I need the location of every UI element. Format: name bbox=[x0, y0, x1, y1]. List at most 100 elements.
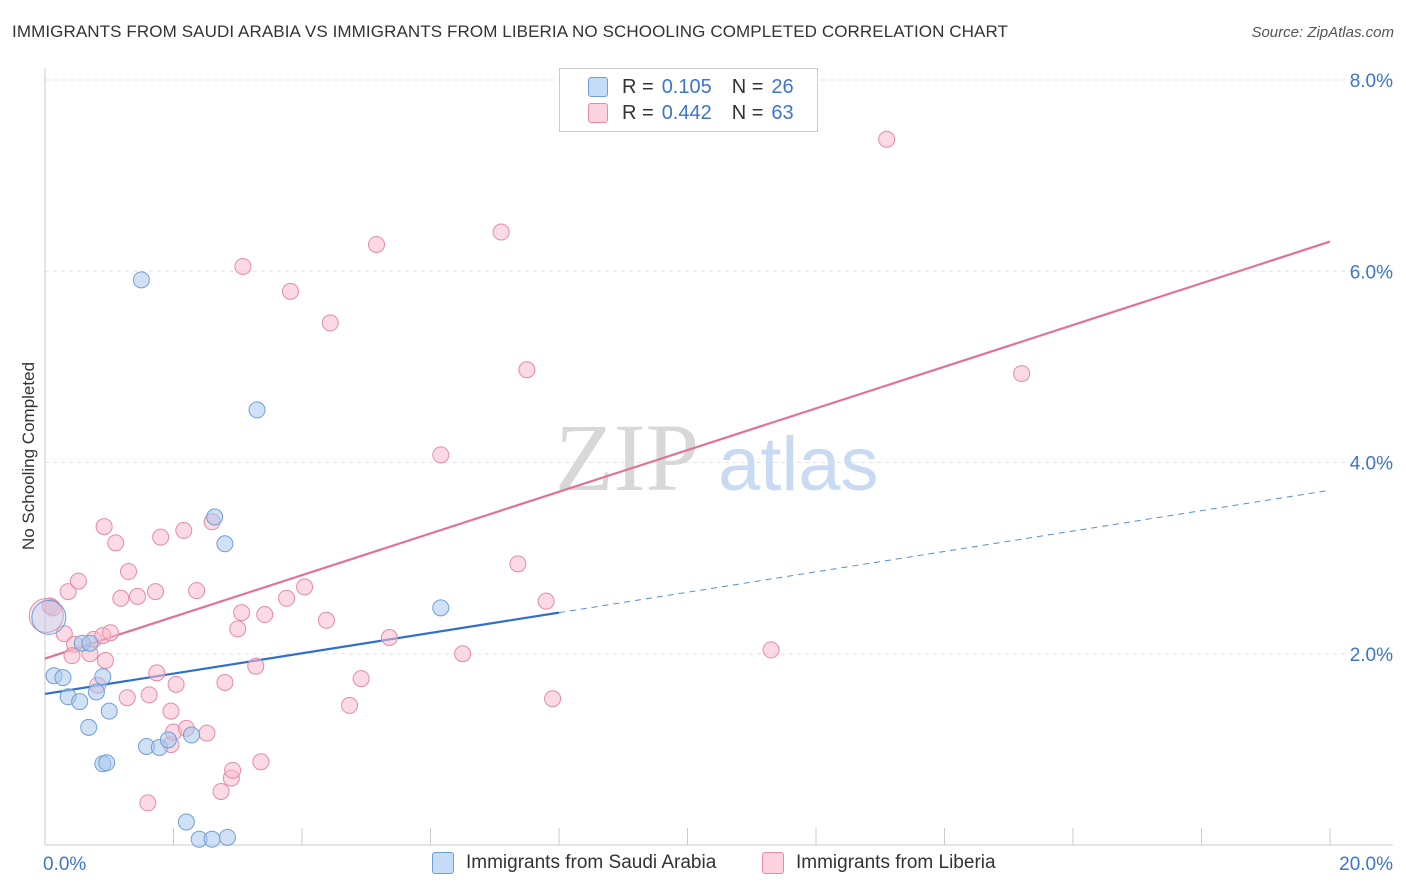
point-liberia bbox=[229, 620, 247, 638]
point-liberia bbox=[162, 702, 180, 720]
point-liberia bbox=[509, 555, 527, 573]
chart-title: IMMIGRANTS FROM SAUDI ARABIA VS IMMIGRAN… bbox=[12, 22, 1009, 41]
point-saudi bbox=[94, 668, 112, 686]
legend-r-value-saudi: 0.105 bbox=[661, 75, 712, 98]
point-liberia bbox=[175, 521, 193, 539]
point-liberia bbox=[224, 761, 242, 779]
bottom-legend-label-liberia: Immigrants from Liberia bbox=[796, 852, 996, 873]
y-tick-label: 8.0% bbox=[1350, 71, 1393, 92]
point-liberia bbox=[492, 223, 510, 241]
point-liberia bbox=[95, 518, 113, 536]
legend-r-label: R = bbox=[622, 101, 654, 124]
watermark: ZIP atlas bbox=[555, 404, 879, 511]
tick-labels: 2.0% 4.0% 6.0% 8.0% 0.0% 20.0% bbox=[43, 71, 1393, 875]
legend-n-label: N = bbox=[731, 101, 764, 124]
trend-line-1 bbox=[44, 240, 1331, 660]
point-liberia bbox=[321, 314, 339, 332]
point-liberia bbox=[296, 578, 314, 596]
point-saudi bbox=[87, 683, 105, 701]
y-tick-label: 2.0% bbox=[1350, 645, 1393, 666]
y-tick-label: 6.0% bbox=[1350, 262, 1393, 283]
point-liberia bbox=[281, 282, 299, 300]
trend-line-extension-0 bbox=[558, 489, 1331, 614]
point-saudi bbox=[80, 718, 98, 736]
point-saudi bbox=[432, 599, 450, 617]
bottom-legend-swatch-liberia bbox=[762, 852, 784, 874]
point-liberia bbox=[120, 563, 138, 581]
point-liberia bbox=[878, 130, 896, 148]
point-liberia bbox=[112, 589, 130, 607]
legend-r-label: R = bbox=[622, 75, 654, 98]
point-saudi bbox=[54, 669, 72, 687]
point-liberia bbox=[368, 235, 386, 253]
watermark-atlas: atlas bbox=[718, 422, 879, 507]
point-saudi bbox=[100, 702, 118, 720]
bottom-legend-saudi: Immigrants from Saudi Arabia bbox=[432, 852, 716, 874]
point-saudi bbox=[216, 535, 234, 553]
axes bbox=[44, 68, 1393, 846]
point-liberia bbox=[352, 670, 370, 688]
point-saudi bbox=[206, 508, 224, 526]
point-saudi bbox=[98, 754, 116, 772]
point-liberia bbox=[247, 657, 265, 675]
point-liberia bbox=[256, 606, 274, 624]
x-tick-label: 0.0% bbox=[43, 854, 86, 875]
point-liberia bbox=[69, 572, 87, 590]
point-liberia bbox=[1013, 365, 1031, 383]
point-saudi bbox=[203, 830, 221, 848]
point-liberia bbox=[518, 361, 536, 379]
point-saudi bbox=[159, 731, 177, 749]
point-saudi bbox=[218, 828, 236, 846]
point-liberia bbox=[380, 628, 398, 646]
point-liberia bbox=[107, 534, 125, 552]
point-liberia bbox=[147, 583, 165, 601]
stats-legend: R = 0.105 N = 26 R = 0.442 N = 63 bbox=[559, 68, 818, 132]
legend-r-value-liberia: 0.442 bbox=[661, 101, 712, 124]
bottom-legend-liberia: Immigrants from Liberia bbox=[762, 852, 996, 874]
point-liberia bbox=[216, 673, 234, 691]
trend-line-0 bbox=[44, 611, 560, 695]
point-liberia bbox=[102, 624, 120, 642]
chart-source: Source: ZipAtlas.com bbox=[1251, 24, 1394, 41]
point-liberia bbox=[341, 696, 359, 714]
legend-swatch-liberia bbox=[588, 103, 608, 123]
point-saudi bbox=[177, 813, 195, 831]
point-saudi bbox=[71, 693, 89, 711]
point-liberia bbox=[167, 675, 185, 693]
point-saudi bbox=[31, 599, 67, 635]
point-liberia bbox=[544, 690, 562, 708]
legend-row-saudi: R = 0.105 N = 26 bbox=[588, 74, 794, 100]
legend-n-label: N = bbox=[731, 75, 764, 98]
point-liberia bbox=[233, 604, 251, 622]
bottom-legend-swatch-saudi bbox=[432, 852, 454, 874]
point-liberia bbox=[139, 794, 157, 812]
point-liberia bbox=[59, 583, 77, 601]
point-liberia bbox=[212, 782, 230, 800]
data-points bbox=[28, 130, 1031, 848]
y-axis-label: No Schooling Completed bbox=[19, 362, 38, 550]
point-liberia bbox=[432, 446, 450, 464]
legend-n-value-liberia: 63 bbox=[771, 101, 794, 124]
x-tick-label: 20.0% bbox=[1339, 854, 1393, 875]
point-liberia bbox=[762, 641, 780, 659]
point-liberia bbox=[118, 689, 136, 707]
legend-n-value-saudi: 26 bbox=[771, 75, 794, 98]
point-liberia bbox=[96, 651, 114, 669]
point-saudi bbox=[132, 271, 150, 289]
point-liberia bbox=[278, 589, 296, 607]
point-liberia bbox=[152, 528, 170, 546]
point-saudi bbox=[81, 634, 99, 652]
bottom-legend-label-saudi: Immigrants from Saudi Arabia bbox=[466, 852, 717, 873]
trend-lines bbox=[44, 240, 1331, 695]
point-liberia bbox=[140, 686, 158, 704]
y-tick-label: 4.0% bbox=[1350, 454, 1393, 475]
point-liberia bbox=[252, 753, 270, 771]
point-liberia bbox=[198, 724, 216, 742]
watermark-zip: ZIP bbox=[555, 404, 699, 511]
legend-swatch-saudi bbox=[588, 77, 608, 97]
point-liberia bbox=[454, 645, 472, 663]
point-liberia bbox=[28, 598, 64, 633]
point-liberia bbox=[148, 664, 166, 682]
point-saudi bbox=[248, 401, 266, 419]
